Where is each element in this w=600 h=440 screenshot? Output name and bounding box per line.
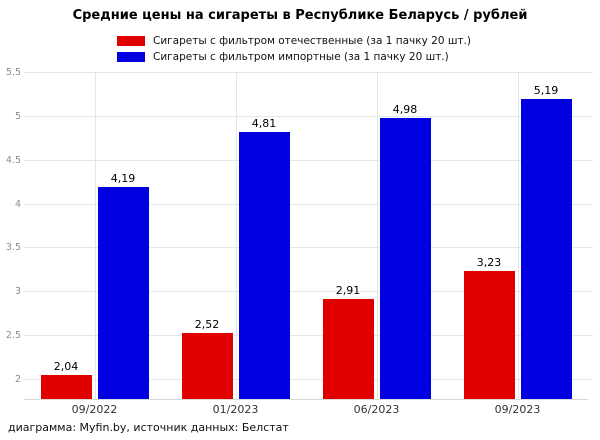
y-axis-tick-label: 3 (14, 286, 21, 298)
bar-import (238, 132, 290, 399)
gridline-vertical (517, 72, 519, 399)
legend-swatch-red-icon (117, 36, 145, 46)
bar-domestic (40, 375, 92, 399)
legend: Сигареты с фильтром отечественные (за 1 … (117, 35, 471, 63)
gridline-horizontal (24, 203, 593, 205)
legend-label-domestic: Сигареты с фильтром отечественные (за 1 … (153, 35, 471, 47)
y-axis-tick-label: 4 (14, 198, 21, 210)
x-category-label: 09/2022 (71, 403, 118, 416)
source-credit: диаграмма: Myfin.by, источник данных: Бе… (8, 421, 289, 434)
gridline-horizontal (24, 159, 593, 161)
bar-value-label: 5,19 (533, 84, 559, 98)
legend-swatch-blue-icon (117, 52, 145, 62)
x-category-label: 09/2023 (494, 403, 541, 416)
y-axis-tick-label: 4.5 (5, 154, 21, 166)
bar-import (97, 186, 149, 399)
x-category-label: 06/2023 (353, 403, 400, 416)
legend-item-import: Сигареты с фильтром импортные (за 1 пачк… (117, 51, 471, 63)
bar-value-label: 2,52 (194, 318, 220, 332)
bar-value-label: 2,04 (53, 360, 79, 374)
gridline-vertical (376, 72, 378, 399)
bar-value-label: 4,81 (251, 117, 277, 131)
bar-domestic (322, 299, 374, 399)
bar-value-label: 4,98 (392, 102, 418, 116)
gridline-horizontal (24, 378, 593, 380)
x-category-label: 01/2023 (212, 403, 259, 416)
y-axis-tick-label: 2.5 (5, 330, 21, 341)
y-axis-tick-label: 3.5 (5, 242, 21, 254)
bar-domestic (463, 271, 515, 399)
gridline-vertical (235, 72, 237, 399)
y-axis-tick-label: 5 (14, 110, 21, 122)
chart-title: Средние цены на сигареты в Республике Бе… (72, 8, 528, 23)
gridline-horizontal (24, 72, 593, 73)
plot-area: 2 2.5 3 3.5 4 4.5 5 5.5 09/2022 01/2023 06/2023 09/… (6, 67, 593, 416)
bar-import (379, 117, 431, 399)
legend-item-domestic: Сигареты с фильтром отечественные (за 1 … (117, 35, 471, 47)
gridline-horizontal (24, 291, 593, 293)
gridline-horizontal (24, 115, 593, 117)
bar-domestic (181, 333, 233, 399)
bar-import (520, 99, 572, 399)
bar-value-label: 2,91 (335, 284, 361, 298)
gridline-horizontal (24, 335, 593, 336)
legend-label-import: Сигареты с фильтром импортные (за 1 пачк… (153, 51, 449, 63)
y-axis-tick-label: 2 (14, 373, 21, 385)
y-axis-tick-label: 5.5 (5, 67, 21, 78)
gridline-vertical (94, 72, 96, 399)
bar-value-label: 4,19 (110, 171, 136, 185)
gridline-horizontal (24, 247, 593, 249)
bar-value-label: 3,23 (476, 256, 502, 269)
